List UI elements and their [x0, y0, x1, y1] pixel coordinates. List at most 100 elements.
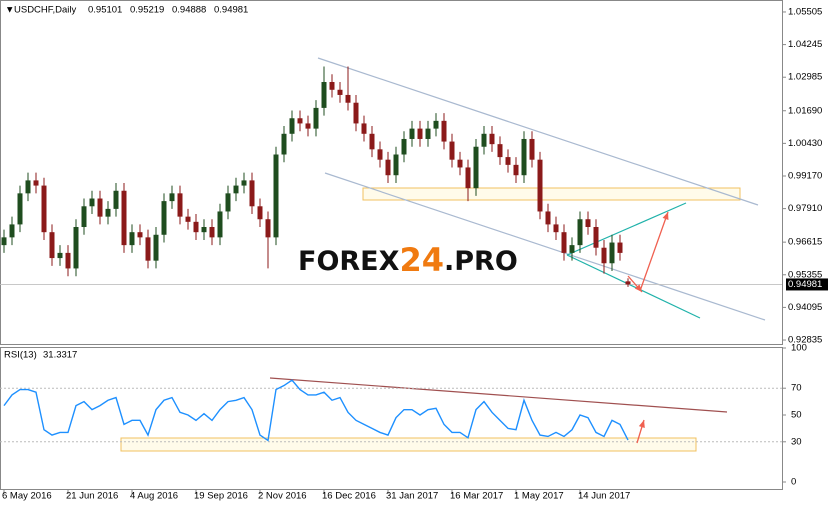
- x-tick-label: 4 Aug 2016: [130, 491, 178, 502]
- candle-body: [433, 120, 439, 129]
- candle-body: [1, 237, 7, 246]
- watermark-part: FOREX: [298, 246, 400, 277]
- candle-body: [249, 180, 255, 207]
- candle-body: [25, 180, 31, 194]
- candle-body: [625, 281, 631, 285]
- y-tick-label: 0.94095: [788, 302, 822, 313]
- y-tick-label: 1.00430: [788, 138, 822, 149]
- candle-body: [465, 167, 471, 189]
- candle-body: [65, 252, 71, 269]
- forecast-arrow: [639, 211, 669, 292]
- watermark: FOREX24.PRO: [298, 241, 518, 279]
- y-tick-label: 1.02985: [788, 72, 822, 83]
- candle-body: [369, 133, 375, 150]
- candle-body: [241, 180, 247, 186]
- candle-body: [41, 185, 47, 233]
- x-tick-label: 19 Sep 2016: [194, 491, 248, 502]
- candle-body: [473, 146, 479, 189]
- wedge-upper: [566, 202, 687, 256]
- x-tick-label: 16 Dec 2016: [322, 491, 376, 502]
- candle-body: [57, 252, 63, 259]
- candle-body: [401, 138, 407, 155]
- candle-body: [257, 206, 263, 220]
- candle-body: [409, 128, 415, 139]
- candle-body: [217, 211, 223, 238]
- candle-body: [593, 227, 599, 248]
- rsi-title: RSI(13): [4, 350, 37, 361]
- candle-body: [305, 123, 311, 129]
- candle-body: [233, 185, 239, 194]
- ohlc-low: 0.94888: [172, 5, 206, 16]
- y-tick-label: 70: [791, 383, 802, 394]
- y-tick-label: 100: [791, 343, 807, 354]
- candle-body: [529, 138, 535, 160]
- candle-body: [385, 159, 391, 176]
- candle-body: [321, 82, 327, 108]
- y-tick-label: 0: [791, 477, 796, 488]
- arrow-head: [662, 212, 669, 220]
- candle-body: [137, 232, 143, 238]
- rsi-trendline: [269, 377, 728, 413]
- ohlc-open: 0.95101: [88, 5, 122, 16]
- candle-body: [417, 128, 423, 139]
- candle-body: [129, 232, 135, 246]
- y-tick-label: 0.96615: [788, 237, 822, 248]
- y-tick-label: 1.01690: [788, 105, 822, 116]
- x-tick-label: 31 Jan 2017: [386, 491, 438, 502]
- y-tick-label: 50: [791, 410, 802, 421]
- candle-body: [153, 234, 159, 261]
- candle-body: [273, 154, 279, 238]
- candle-body: [601, 247, 607, 264]
- candle-body: [537, 159, 543, 212]
- rsi-zone: [120, 437, 697, 452]
- arrow-head: [638, 420, 645, 428]
- x-tick-label: 16 Mar 2017: [450, 491, 503, 502]
- x-tick-label: 2 Nov 2016: [258, 491, 307, 502]
- last-price-label: 0.94981: [788, 279, 822, 290]
- candle-body: [553, 224, 559, 233]
- candle-body: [449, 141, 455, 160]
- x-tick-label: 1 May 2017: [514, 491, 564, 502]
- channel-lower: [324, 172, 766, 321]
- candle-body: [209, 227, 215, 238]
- candle-body: [185, 216, 191, 222]
- x-tick-label: 21 Jun 2016: [66, 491, 118, 502]
- candle-body: [513, 164, 519, 176]
- candle-body: [481, 133, 487, 147]
- wedge-lower: [566, 254, 701, 319]
- candle-body: [377, 149, 383, 160]
- candle-body: [521, 138, 527, 176]
- y-tick-label: 1.04245: [788, 39, 822, 50]
- candle-body: [289, 118, 295, 134]
- candle-body: [609, 242, 615, 264]
- candle-body: [441, 120, 447, 142]
- candle-body: [265, 219, 271, 238]
- ohlc-close: 0.94981: [214, 5, 248, 16]
- candle-body: [33, 180, 39, 186]
- candle-body: [89, 198, 95, 207]
- candle-body: [17, 193, 23, 225]
- price-panel: [0, 0, 783, 345]
- candle-body: [113, 190, 119, 209]
- ohlc-high: 0.95219: [130, 5, 164, 16]
- candle-body: [505, 157, 511, 165]
- candle-body: [105, 208, 111, 217]
- candle-body: [9, 224, 15, 238]
- candle-body: [489, 133, 495, 145]
- candle-body: [313, 107, 319, 129]
- y-tick-label: 0.99170: [788, 171, 822, 182]
- resistance-zone: [362, 187, 741, 201]
- candle-body: [361, 123, 367, 134]
- menu-marker[interactable]: ▼: [5, 5, 14, 16]
- candle-body: [169, 193, 175, 202]
- candle-body: [345, 94, 351, 103]
- y-tick-label: 1.05505: [788, 6, 822, 17]
- candle-body: [353, 102, 359, 124]
- watermark-part: .PRO: [444, 246, 518, 277]
- candle-body: [457, 159, 463, 168]
- candle-body: [561, 232, 567, 253]
- candle-body: [49, 232, 55, 259]
- candle-body: [569, 245, 575, 253]
- candle-body: [617, 242, 623, 253]
